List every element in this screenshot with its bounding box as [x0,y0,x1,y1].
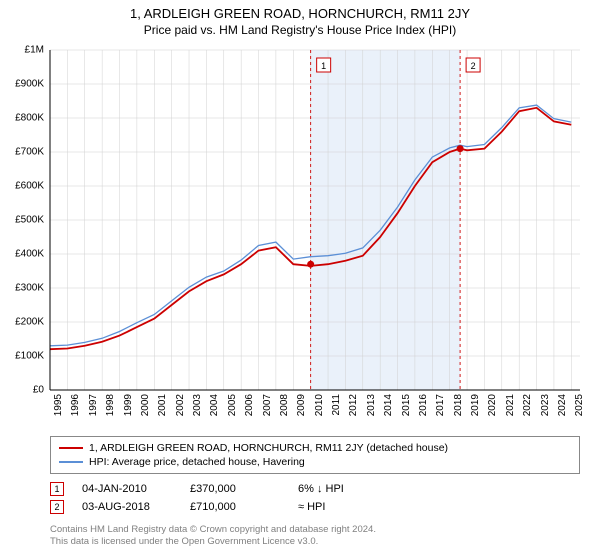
x-tick-label: 2021 [505,394,516,416]
legend-swatch [59,461,83,462]
chart-svg: 12 [50,50,580,390]
x-tick-label: 2017 [435,394,446,416]
svg-text:2: 2 [471,61,476,71]
x-tick-label: 2016 [418,394,429,416]
y-tick-label: £500K [15,215,44,226]
transaction-marker: 1 [50,482,64,496]
transaction-date: 03-AUG-2018 [82,501,172,513]
price-chart: 12 [50,50,580,390]
x-tick-label: 1997 [88,394,99,416]
page-subtitle: Price paid vs. HM Land Registry's House … [0,23,600,37]
x-tick-label: 2000 [140,394,151,416]
x-tick-label: 2023 [540,394,551,416]
y-tick-label: £1M [25,45,44,56]
transaction-price: £370,000 [190,483,280,495]
transaction-delta: 6% ↓ HPI [298,483,388,495]
y-tick-label: £200K [15,317,44,328]
x-tick-label: 2019 [470,394,481,416]
y-axis: £0£100K£200K£300K£400K£500K£600K£700K£80… [0,50,48,390]
x-tick-label: 1995 [53,394,64,416]
x-tick-label: 2018 [453,394,464,416]
y-tick-label: £600K [15,181,44,192]
y-tick-label: £300K [15,283,44,294]
y-tick-label: £800K [15,113,44,124]
legend-label: HPI: Average price, detached house, Have… [89,456,305,468]
x-tick-label: 2003 [192,394,203,416]
x-tick-label: 2012 [348,394,359,416]
x-tick-label: 2013 [366,394,377,416]
transaction-delta: ≈ HPI [298,501,388,513]
title-block: 1, ARDLEIGH GREEN ROAD, HORNCHURCH, RM11… [0,0,600,37]
x-tick-label: 2025 [574,394,585,416]
x-tick-label: 2024 [557,394,568,416]
x-tick-label: 1996 [70,394,81,416]
x-tick-label: 2005 [227,394,238,416]
x-tick-label: 2009 [296,394,307,416]
transaction-row: 2 03-AUG-2018 £710,000 ≈ HPI [50,498,580,516]
x-tick-label: 2020 [487,394,498,416]
y-tick-label: £900K [15,79,44,90]
x-axis: 1995 1996 1997 1998 1999 2000 2001 2002 2003 2004… [50,392,580,432]
x-tick-label: 2007 [262,394,273,416]
x-tick-label: 2002 [175,394,186,416]
transaction-row: 1 04-JAN-2010 £370,000 6% ↓ HPI [50,480,580,498]
x-tick-label: 2006 [244,394,255,416]
footer: Contains HM Land Registry data © Crown c… [50,524,580,548]
x-tick-label: 1999 [123,394,134,416]
legend-swatch [59,447,83,449]
legend-item: HPI: Average price, detached house, Have… [59,455,571,469]
x-tick-label: 2001 [157,394,168,416]
x-tick-label: 2015 [401,394,412,416]
x-tick-label: 2014 [383,394,394,416]
legend-label: 1, ARDLEIGH GREEN ROAD, HORNCHURCH, RM11… [89,442,448,454]
legend-item: 1, ARDLEIGH GREEN ROAD, HORNCHURCH, RM11… [59,441,571,455]
x-tick-label: 1998 [105,394,116,416]
x-tick-label: 2010 [314,394,325,416]
footer-line: This data is licensed under the Open Gov… [50,536,580,548]
transaction-table: 1 04-JAN-2010 £370,000 6% ↓ HPI 2 03-AUG-2018… [50,480,580,516]
page-title: 1, ARDLEIGH GREEN ROAD, HORNCHURCH, RM11… [0,6,600,21]
footer-line: Contains HM Land Registry data © Crown c… [50,524,580,536]
x-tick-label: 2008 [279,394,290,416]
y-tick-label: £400K [15,249,44,260]
y-tick-label: £100K [15,351,44,362]
transaction-price: £710,000 [190,501,280,513]
y-tick-label: £0 [33,385,44,396]
legend: 1, ARDLEIGH GREEN ROAD, HORNCHURCH, RM11… [50,436,580,474]
x-tick-label: 2022 [522,394,533,416]
transaction-marker: 2 [50,500,64,514]
transaction-date: 04-JAN-2010 [82,483,172,495]
y-tick-label: £700K [15,147,44,158]
svg-text:1: 1 [321,61,326,71]
x-tick-label: 2004 [209,394,220,416]
x-tick-label: 2011 [331,394,342,416]
